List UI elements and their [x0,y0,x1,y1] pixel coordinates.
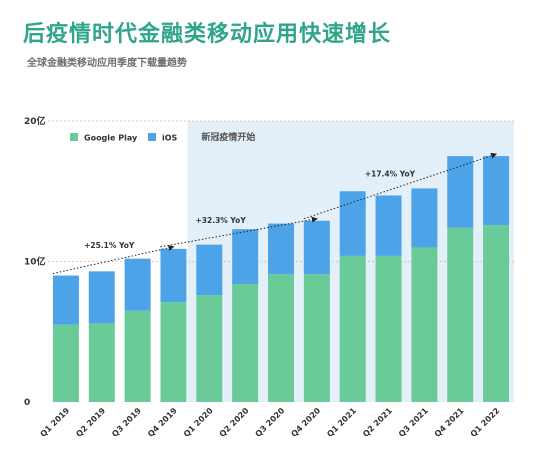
chart-subtitle: 全球金融类移动应用季度下载量趋势 [27,58,187,69]
bar-ios-0 [52,275,79,325]
x-tick-label-1: Q2 2019 [74,406,107,439]
bar-ios-4 [196,244,223,296]
y-tick-label-2: 20亿 [24,115,46,127]
trend-arrow-0 [52,245,175,275]
bar-google-play-6 [268,274,294,402]
bar-google-play-9 [375,255,402,402]
legend-swatch-0 [70,133,78,141]
legend-swatch-1 [148,133,156,141]
trend-label-2: +17.4% YoY [365,169,416,178]
y-tick-label-1: 10亿 [24,256,46,268]
legend-label-0: Google Play [84,134,138,143]
trend-label-0: +25.1% YoY [84,241,135,250]
bar-ios-8 [339,191,366,256]
bar-ios-6 [268,223,294,275]
bar-google-play-8 [339,255,366,402]
y-tick-label-0: 0 [24,398,30,408]
x-tick-label-8: Q1 2021 [325,406,358,439]
x-tick-label-3: Q4 2019 [146,406,179,439]
bar-ios-9 [375,195,402,256]
x-tick-label-6: Q3 2020 [254,406,287,439]
bar-google-play-4 [196,295,223,402]
x-tick-label-12: Q1 2022 [469,406,502,439]
x-tick-label-0: Q1 2019 [39,406,72,439]
chart-title: 后疫情时代金融类移动应用快速增长 [23,22,392,47]
bar-ios-2 [124,258,151,311]
trend-arrow-2 [303,152,498,220]
bar-ios-3 [160,248,187,303]
x-tick-label-4: Q1 2020 [182,406,215,439]
x-tick-label-10: Q3 2021 [397,406,430,439]
bar-google-play-5 [232,283,259,402]
x-tick-label-5: Q2 2020 [218,406,251,439]
x-tick-label-11: Q4 2021 [433,406,466,439]
x-tick-label-7: Q4 2020 [289,406,322,439]
bar-google-play-0 [52,324,79,402]
bar-google-play-11 [447,227,474,402]
bar-ios-11 [447,156,474,228]
x-tick-label-2: Q3 2019 [110,406,143,439]
trend-label-1: +32.3% YoY [196,216,247,225]
bar-ios-5 [232,229,259,284]
x-tick-label-9: Q2 2021 [361,406,394,439]
bar-google-play-2 [124,310,151,402]
bar-ios-1 [88,271,115,324]
bar-ios-7 [303,220,330,275]
bar-google-play-7 [303,274,330,402]
bar-google-play-10 [411,247,438,402]
bar-google-play-1 [88,323,115,402]
highlight-region-label: 新冠疫情开始 [201,131,255,143]
bar-ios-12 [483,156,510,225]
bar-google-play-3 [160,302,187,402]
bar-ios-10 [411,188,438,248]
bar-google-play-12 [483,224,510,402]
legend-label-1: iOS [162,134,178,143]
